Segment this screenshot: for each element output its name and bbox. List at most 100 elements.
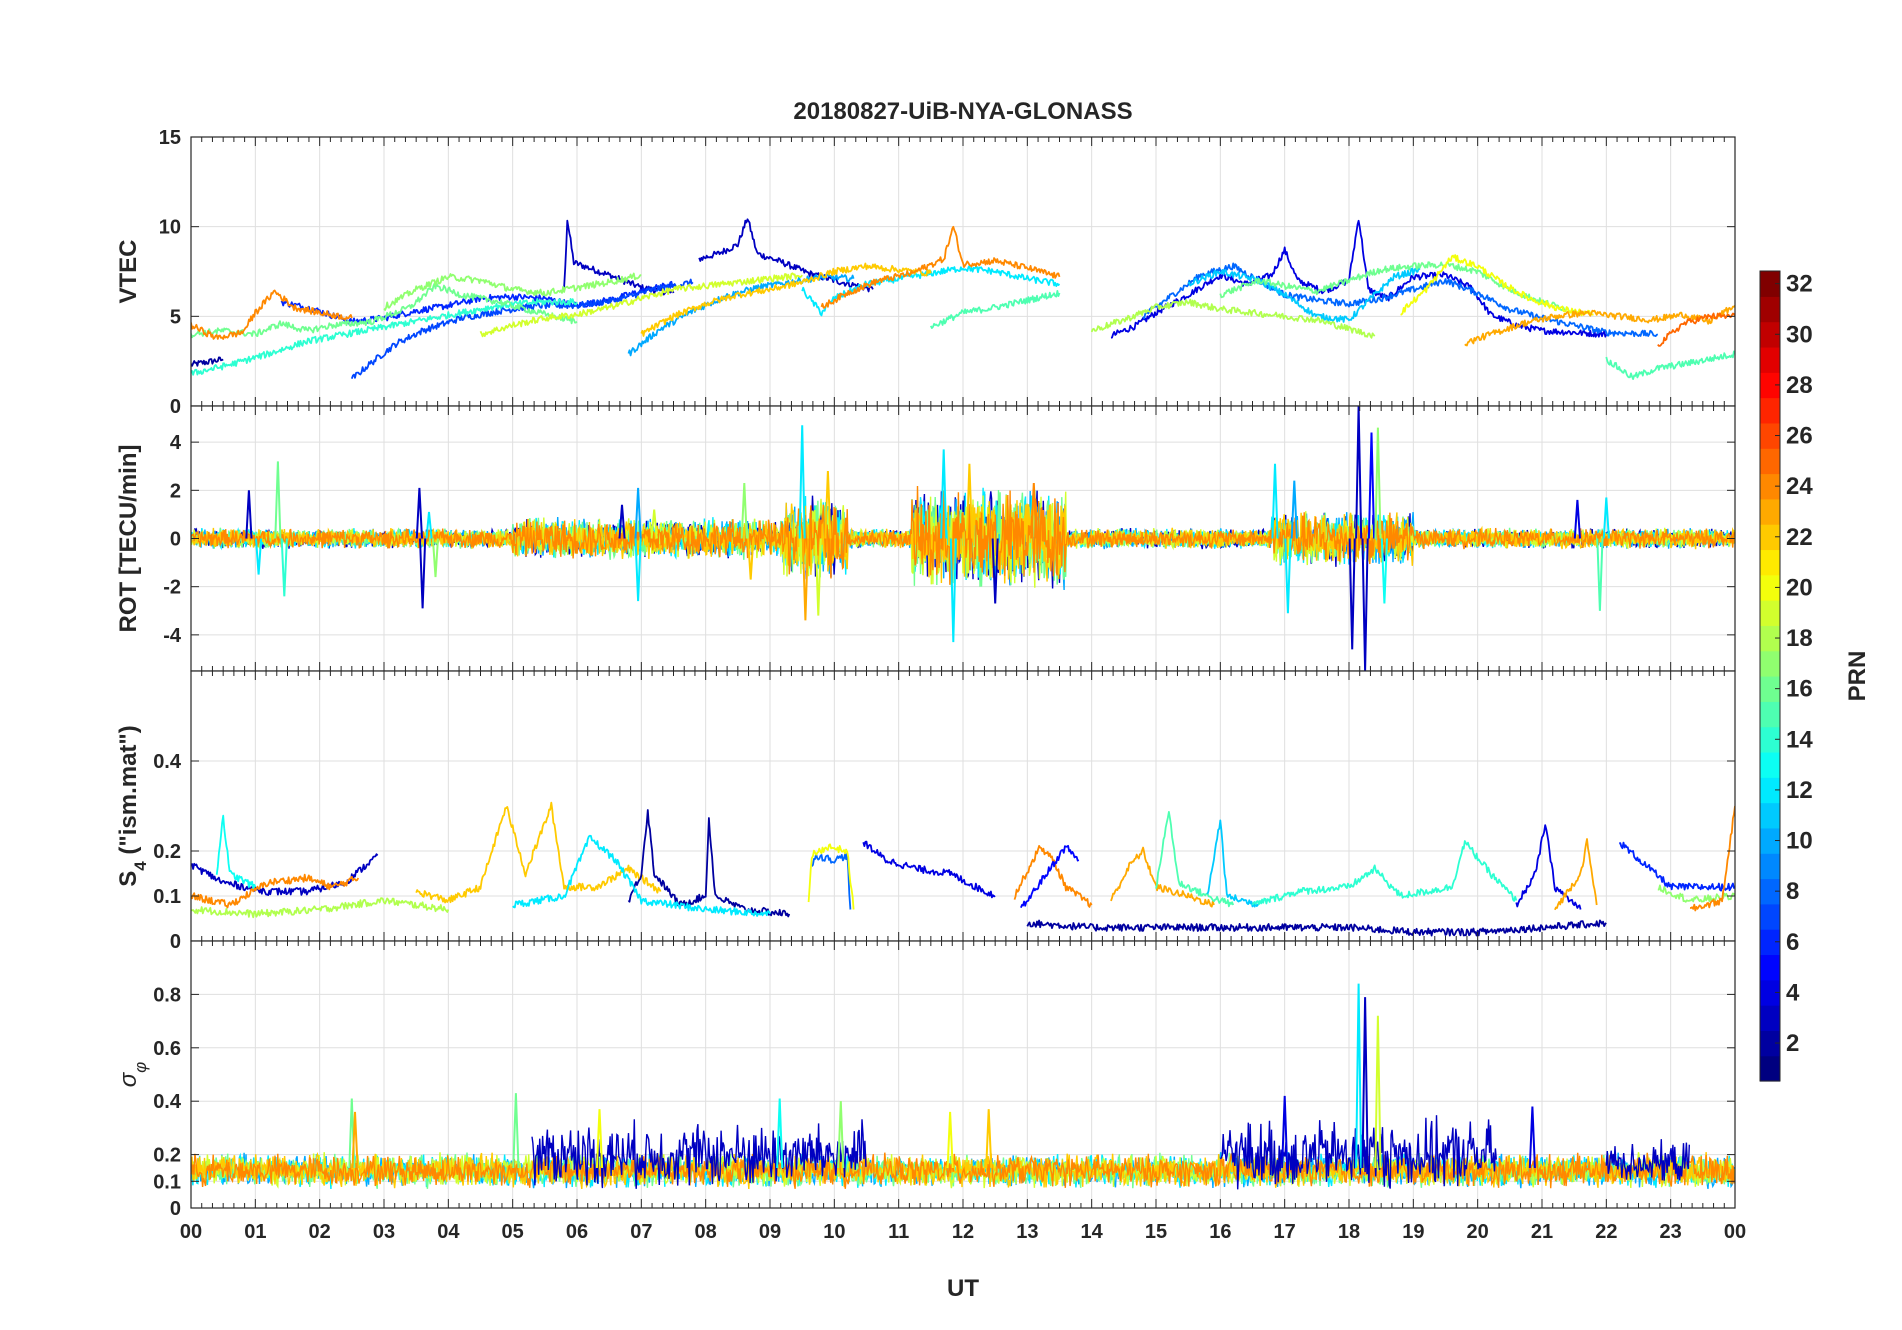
colorbar-band-21 (1760, 549, 1780, 576)
series-line-prn-3 (698, 218, 874, 293)
series-band-prn-3 (1219, 1115, 1497, 1190)
colorbar-tick-label: 24 (1786, 473, 1813, 500)
colorbar-bands (1759, 270, 1781, 1082)
series-line-prn-17 (383, 272, 642, 311)
y-tick-label: 0 (170, 1198, 181, 1220)
spike-prn-19 (650, 509, 658, 539)
plot-area (191, 801, 1735, 937)
colorbar-band-29 (1760, 346, 1780, 373)
panel-s4: 00.10.20.4S4 ("ism.mat") (115, 670, 1736, 953)
colorbar-band-22 (1760, 524, 1780, 551)
series-band-prn-3 (531, 1119, 867, 1189)
colorbar-band-31 (1760, 296, 1780, 323)
x-tick-label: 08 (695, 1221, 717, 1243)
colorbar-band-11 (1760, 802, 1780, 829)
spike-prn-19 (1374, 1015, 1382, 1169)
x-tick-label: 10 (823, 1221, 845, 1243)
spike-prn-17 (740, 483, 748, 539)
y-tick-label: -4 (163, 625, 182, 647)
spike-prn-12 (1271, 463, 1279, 539)
series-line-prn-18 (191, 897, 450, 919)
series-line-prn-5 (1020, 844, 1080, 909)
y-axis-label: ROT [TECU/min] (115, 445, 142, 633)
colorbar-tick-label: 16 (1786, 676, 1813, 703)
chart-title: 20180827-UiB-NYA-GLONASS (793, 98, 1132, 125)
colorbar-tick-label: 26 (1786, 423, 1813, 450)
spike-prn-13 (776, 1098, 784, 1169)
colorbar-band-23 (1760, 498, 1780, 525)
spike-prn-16 (512, 1093, 520, 1169)
y-axis-label-main: S (115, 871, 142, 887)
spike-prn-22 (965, 463, 973, 539)
x-tick-label: 02 (309, 1221, 331, 1243)
y-axis-label: VTEC (115, 239, 142, 303)
x-tick-label: 23 (1660, 1221, 1682, 1243)
colorbar-band-30 (1760, 321, 1780, 348)
x-tick-label: 06 (566, 1221, 588, 1243)
x-axis-label: UT (947, 1275, 979, 1302)
series-line-prn-18 (1090, 298, 1376, 339)
spike-prn-12 (255, 538, 263, 575)
panel-sigma_phi: 0 0.1 0.2 0.4 0.6 0.8 σφ 00 01 02 03 04 05 06 07 08 09 10… (115, 940, 1746, 1243)
spike-prn-3 (419, 538, 427, 609)
colorbar-band-19 (1760, 600, 1780, 626)
colorbar-band-32 (1760, 271, 1780, 297)
y-axis-label-main: σ (115, 1071, 142, 1087)
y-tick-label: 0 (170, 529, 181, 551)
ticks (190, 136, 1736, 407)
series-line-prn-23 (1554, 838, 1598, 911)
y-axis-label-sub: 4 (131, 861, 150, 871)
spike-prn-3 (618, 504, 626, 539)
colorbar-tick-label: 30 (1786, 321, 1813, 348)
x-tick-label: 04 (437, 1221, 460, 1243)
x-tick-label: 20 (1467, 1221, 1489, 1243)
colorbar-tick-label: 28 (1786, 372, 1813, 399)
spike-prn-3 (1361, 538, 1369, 671)
colorbar-band-18 (1760, 625, 1780, 652)
series-band-prn-3 (1605, 1139, 1690, 1181)
series-line-prn-12 (512, 834, 771, 917)
colorbar-band-4 (1760, 979, 1780, 1006)
spike-prn-12 (798, 425, 806, 539)
colorbar-band-24 (1760, 473, 1780, 500)
colorbar-band-1 (1760, 1055, 1780, 1082)
x-tick-label: 07 (630, 1221, 652, 1243)
y-axis-label: S4 ("ism.mat") (115, 725, 150, 887)
spike-prn-12 (940, 449, 948, 539)
series-band-prn-24 (191, 1152, 1735, 1189)
spike-prn-22 (985, 1109, 993, 1169)
spike-prn-22 (747, 538, 755, 580)
spike-prn-12 (1284, 538, 1292, 614)
colorbar-band-2 (1760, 1030, 1780, 1057)
spike-prn-3 (245, 490, 253, 539)
colorbar-band-14 (1760, 726, 1780, 753)
series-line-prn-2 (1026, 919, 1607, 937)
series-line-prn-15 (1155, 811, 1235, 908)
x-tick-label: 18 (1338, 1221, 1360, 1243)
series-line-prn-24 (191, 873, 360, 909)
series-line-prn-20 (1400, 254, 1594, 317)
x-tick-label: 00 (180, 1221, 202, 1243)
series-line-prn-24 (1689, 805, 1735, 912)
series-line-prn-22 (640, 262, 932, 337)
colorbar-band-12 (1760, 777, 1780, 804)
colorbar-frame (1759, 270, 1781, 1082)
spike-prn-23 (801, 538, 809, 621)
series-line-prn-4 (1515, 824, 1582, 910)
panel-rot: -4 -2 0 2 4 ROT [TECU/min] (115, 405, 1736, 672)
ticks (190, 941, 1736, 1209)
y-tick-label: 10 (159, 217, 181, 239)
spike-prn-4 (1281, 1095, 1289, 1169)
ticks (190, 671, 1736, 942)
series-line-prn-8 (811, 852, 852, 910)
series-line-prn-13 (215, 814, 257, 889)
series-line-prn-11 (1187, 267, 1421, 323)
spike-prn-10 (634, 487, 642, 539)
spike-prn-23 (351, 1111, 359, 1169)
series-line-prn-2 (191, 356, 224, 367)
colorbar-band-20 (1760, 574, 1780, 601)
spike-prn-3 (1348, 538, 1356, 650)
colorbar-tick-label: 2 (1786, 1030, 1799, 1057)
colorbar-band-6 (1760, 929, 1780, 956)
spike-prn-19 (814, 538, 822, 616)
